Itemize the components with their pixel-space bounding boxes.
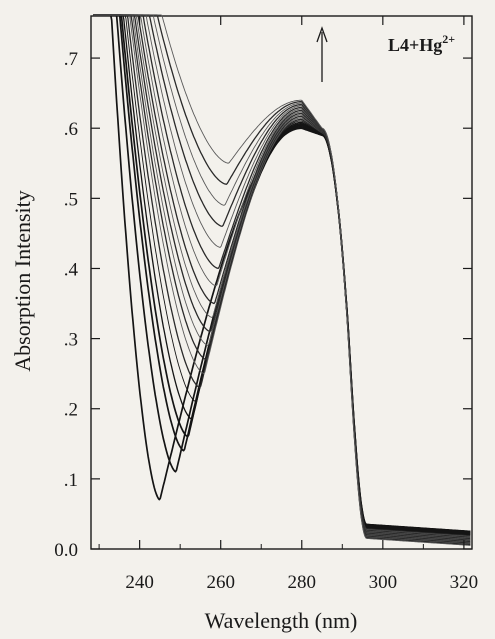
x-tick-label: 240 — [125, 572, 154, 593]
y-tick-label: .1 — [64, 470, 78, 491]
y-tick-labels: 0.0 .1 .2 .3 .4 .5 .6 .7 — [54, 49, 78, 561]
x-tick-label: 280 — [288, 572, 317, 593]
y-axis-title: Absorption Intensity — [10, 190, 35, 372]
spectrum-curve — [93, 14, 471, 539]
spectrum-curve — [93, 14, 471, 537]
annotation-label-superscript: 2+ — [442, 32, 455, 46]
plot-frame — [90, 15, 473, 550]
annotation-label: L4+Hg2+ — [388, 32, 455, 55]
y-tick-label: 0.0 — [54, 540, 78, 561]
x-axis-title: Wavelength (nm) — [205, 608, 358, 633]
spectrum-curves — [93, 14, 471, 546]
x-tick-labels: 240 260 280 300 320 — [125, 572, 478, 593]
x-tick-label: 320 — [450, 572, 479, 593]
spectrum-curve — [93, 14, 471, 538]
spectrum-curve — [93, 14, 471, 540]
spectrum-curve — [93, 14, 471, 536]
spectrum-curve — [93, 14, 471, 540]
spectrum-curve — [93, 14, 471, 543]
spectrum-curve — [93, 14, 471, 543]
y-tick-label: .3 — [64, 330, 78, 351]
spectrum-curve — [93, 14, 471, 542]
spectrum-curve — [93, 14, 471, 538]
spectrum-curve — [93, 14, 471, 545]
spectrum-curve — [93, 14, 471, 541]
x-tick-label: 300 — [369, 572, 398, 593]
spectrum-curve — [93, 14, 471, 544]
spectrum-curve — [93, 14, 471, 535]
annotation-label-main: L4+Hg — [388, 35, 442, 55]
x-tick-label: 260 — [206, 572, 235, 593]
y-tick-label: .4 — [64, 259, 79, 280]
y-tick-label: .6 — [64, 119, 78, 140]
y-tick-label: .7 — [64, 49, 78, 70]
spectrum-curve — [93, 14, 471, 546]
y-tick-label: .5 — [64, 189, 78, 210]
axis-ticks — [91, 16, 472, 550]
y-tick-label: .2 — [64, 400, 78, 421]
increase-arrow — [316, 26, 328, 82]
